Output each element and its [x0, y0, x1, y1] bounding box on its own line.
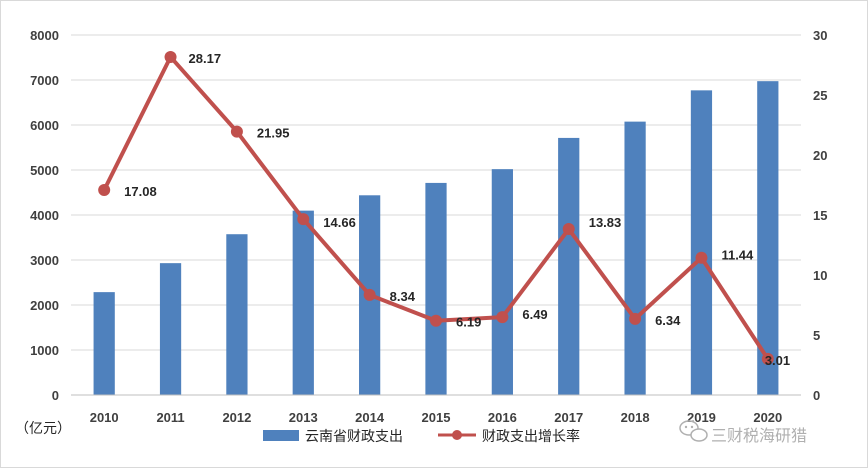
line-point [430, 314, 442, 327]
line-point [695, 251, 708, 264]
line-points [98, 50, 774, 365]
line-point [496, 311, 509, 324]
legend-bar-swatch [263, 430, 299, 441]
line-point [562, 223, 575, 236]
data-label: 21.95 [257, 126, 290, 141]
bar [690, 90, 713, 395]
unit-label: （亿元） [15, 421, 71, 437]
y-right-tick-label: 0 [813, 388, 820, 403]
data-label: 6.19 [456, 315, 481, 330]
legend-line-marker [452, 430, 462, 440]
bar [425, 182, 447, 395]
y-left-tick-label: 6000 [30, 118, 59, 133]
bar [624, 121, 646, 395]
y-right-tick-label: 10 [813, 268, 827, 283]
x-tick-label: 2015 [422, 410, 451, 425]
bar [757, 81, 779, 396]
line-point [297, 213, 310, 226]
data-label: 6.49 [522, 307, 547, 322]
x-axis: 2010 2011 2012 2013 2014 2015 2016 2017 2018 2019… [71, 394, 801, 425]
x-tick-label: 2019 [687, 410, 716, 425]
legend: 云南省财政支出 财政支出增长率 [263, 428, 580, 445]
x-tick-label: 2012 [222, 410, 251, 425]
y-left-tick-label: 2000 [30, 298, 59, 313]
data-label: 11.44 [721, 248, 754, 263]
y-left-tick-label: 4000 [30, 208, 59, 223]
line-point [761, 352, 774, 365]
y-right-tick-label: 15 [813, 208, 827, 223]
y-right-tick-label: 20 [813, 148, 827, 163]
x-tick-label: 2017 [554, 410, 583, 425]
wechat-icon [679, 420, 708, 442]
x-tick-label: 2020 [753, 410, 782, 425]
watermark-text: 三财税海研猎 [711, 426, 807, 445]
bar [93, 292, 115, 395]
x-tick-label: 2014 [355, 410, 385, 425]
y-axis-left: 0 1000 2000 3000 4000 5000 6000 7000 8000 [30, 28, 59, 403]
y-left-tick-label: 1000 [30, 343, 59, 358]
line-point [230, 125, 243, 138]
y-left-tick-label: 7000 [30, 73, 59, 88]
line-point [629, 312, 642, 325]
data-label: 13.83 [589, 215, 622, 230]
data-label: 17.08 [124, 184, 157, 199]
data-label: 14.66 [323, 215, 356, 230]
x-tick-label: 2010 [90, 410, 119, 425]
y-left-tick-label: 0 [52, 388, 59, 403]
data-label: 6.34 [655, 313, 681, 328]
y-left-tick-label: 5000 [30, 163, 59, 178]
y-right-tick-label: 25 [813, 88, 827, 103]
x-tick-label: 2011 [156, 410, 184, 425]
bar-series [93, 81, 779, 396]
x-tick-label: 2013 [289, 410, 318, 425]
data-label: 3.01 [765, 353, 790, 368]
data-labels: 17.08 28.17 21.95 14.66 8.34 6.19 6.49 13.83 6.3… [124, 51, 790, 368]
line-point [98, 184, 111, 197]
y-left-tick-label: 8000 [30, 28, 59, 43]
bar [491, 169, 513, 395]
x-tick-label: 2016 [488, 410, 517, 425]
bar [226, 234, 248, 395]
y-left-tick-label: 3000 [30, 253, 59, 268]
line-point [363, 288, 376, 301]
legend-line-label: 财政支出增长率 [482, 428, 580, 445]
data-label: 8.34 [390, 289, 416, 304]
line-point [164, 50, 177, 63]
y-right-tick-label: 5 [813, 328, 820, 343]
y-right-tick-label: 30 [813, 28, 827, 43]
y-axis-right: 0 5 10 15 20 25 30 [813, 28, 827, 403]
bar [558, 137, 580, 396]
data-label: 28.17 [189, 51, 222, 66]
watermark: 三财税海研猎 [679, 420, 807, 445]
x-tick-label: 2018 [621, 410, 650, 425]
bar [292, 210, 314, 395]
legend-bar-label: 云南省财政支出 [305, 429, 403, 445]
bar [159, 263, 182, 395]
